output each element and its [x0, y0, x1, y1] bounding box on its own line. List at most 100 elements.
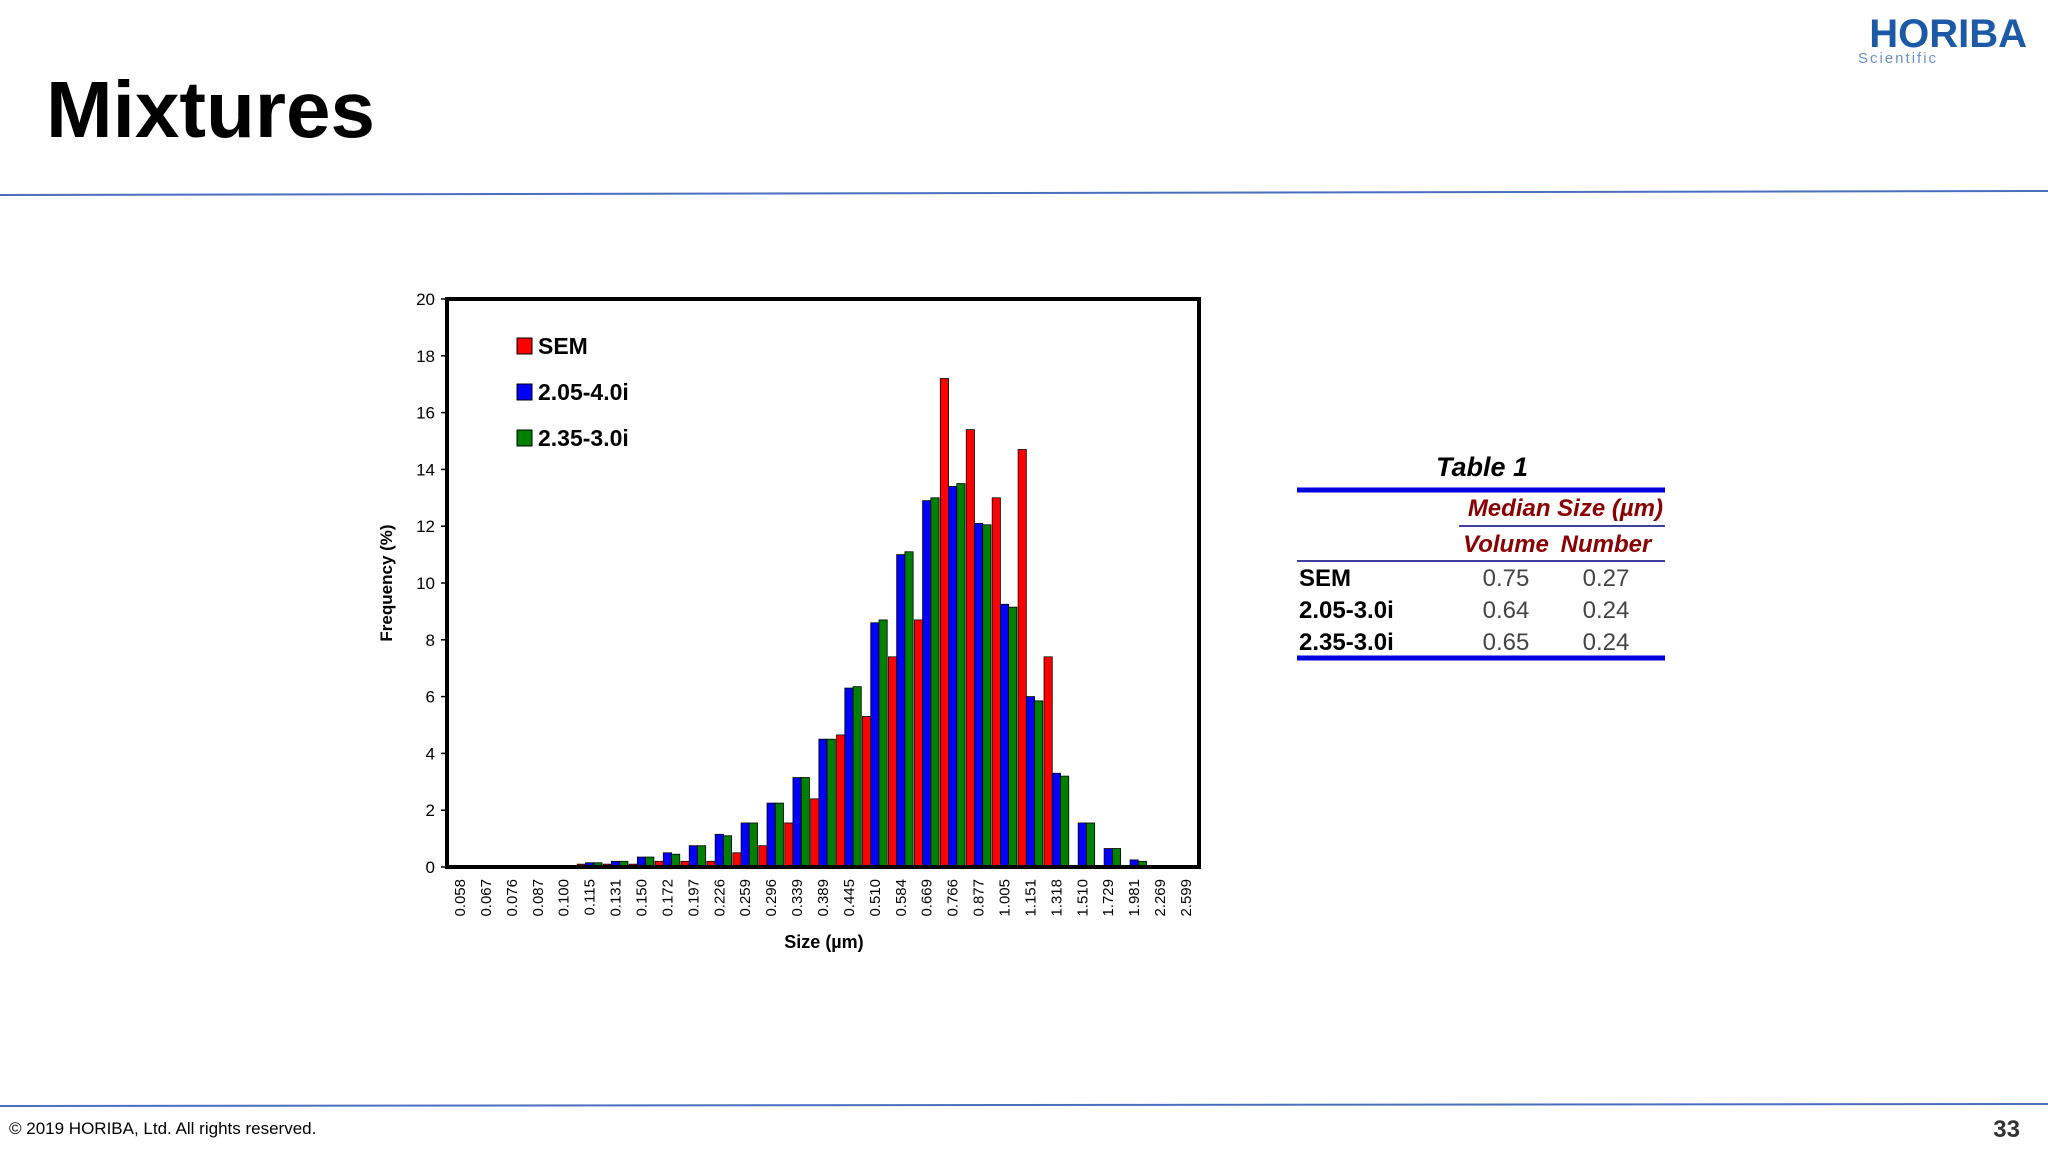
bar — [913, 619, 924, 868]
x-tick-label: 0.510 — [867, 879, 884, 917]
bar — [844, 687, 854, 868]
bar — [1060, 775, 1070, 868]
bar — [1043, 656, 1053, 868]
bar — [784, 822, 794, 868]
bar — [697, 845, 707, 868]
bar — [852, 686, 862, 868]
x-tick-label: 1.510 — [1074, 879, 1091, 917]
y-tick-label: 8 — [426, 631, 435, 650]
x-tick-label: 0.877 — [971, 879, 988, 917]
x-tick-label: 0.076 — [504, 879, 521, 917]
y-tick-label: 18 — [416, 347, 435, 366]
bar — [904, 551, 914, 868]
x-tick-label: 1.981 — [1126, 879, 1143, 917]
bar — [1008, 606, 1018, 868]
bar — [930, 497, 940, 868]
bar — [939, 378, 949, 868]
legend-swatch — [516, 429, 533, 447]
header-rule — [0, 190, 2048, 196]
y-axis-label: Frequency (%) — [377, 524, 396, 641]
x-tick-label: 0.584 — [893, 879, 910, 917]
y-tick-label: 16 — [416, 404, 435, 423]
x-tick-label: 1.005 — [997, 879, 1014, 917]
bar — [862, 716, 872, 868]
bar — [766, 802, 776, 868]
bar — [888, 656, 898, 868]
table-cell: 0.65 — [1483, 629, 1530, 656]
x-tick-label: 0.296 — [763, 879, 780, 917]
x-tick-label: 0.172 — [659, 879, 676, 917]
table-cell: 0.75 — [1483, 565, 1530, 592]
table-column-header: Volume — [1463, 531, 1549, 558]
bar — [965, 429, 975, 868]
x-tick-label: 0.115 — [582, 879, 599, 915]
page-number: 33 — [1993, 1116, 2020, 1143]
bar — [836, 734, 846, 868]
table-cell: 0.24 — [1583, 597, 1630, 624]
bar — [1051, 772, 1061, 868]
bar — [1025, 696, 1035, 868]
x-tick-label: 0.197 — [685, 879, 702, 917]
bar — [922, 500, 932, 868]
table-body: SEM 0.75 0.27 2.05-3.0i 0.64 0.24 2.35-3.0i 0.6… — [1299, 565, 1629, 656]
legend-label: 2.35-3.0i — [538, 425, 629, 451]
bar — [1077, 822, 1087, 868]
table-cell: 0.64 — [1483, 597, 1530, 624]
bar — [982, 524, 992, 868]
bar — [688, 845, 698, 868]
bar — [714, 833, 724, 868]
x-tick-label: 0.100 — [556, 879, 573, 917]
x-axis-label: Size (µm) — [784, 932, 863, 952]
bar — [826, 738, 836, 868]
y-tick-label: 4 — [426, 744, 435, 763]
bar — [1034, 700, 1044, 868]
bar — [948, 486, 958, 868]
x-tick-label: 0.669 — [919, 879, 936, 917]
table-row-label: SEM — [1299, 565, 1351, 592]
bar — [800, 777, 810, 868]
x-tick-label: 0.087 — [530, 879, 547, 917]
x-tick-label: 1.318 — [1048, 879, 1065, 917]
y-tick-label: 20 — [416, 290, 435, 309]
bar — [896, 554, 906, 868]
plot-frame — [445, 297, 1201, 869]
copyright: © 2019 HORIBA, Ltd. All rights reserved. — [9, 1119, 316, 1138]
bar — [1111, 848, 1121, 868]
y-tick-label: 10 — [416, 574, 435, 593]
logo: HORIBA — [1869, 12, 2027, 56]
legend-swatch — [516, 383, 533, 401]
bar — [956, 483, 966, 868]
bar — [774, 802, 784, 868]
bar — [748, 822, 758, 868]
footer-rule — [0, 1103, 2048, 1107]
bar — [740, 822, 750, 868]
y-tick-label: 6 — [426, 688, 435, 707]
table-title: Table 1 — [1436, 452, 1528, 482]
bar — [792, 777, 802, 868]
bar — [818, 738, 828, 868]
y-tick-label: 0 — [426, 858, 435, 877]
chart: Frequency (%) Size (µm) 0 2 4 6 8 10 12 14 16 18 2… — [377, 290, 1201, 952]
bar — [662, 852, 672, 868]
x-tick-label: 0.226 — [711, 879, 728, 917]
table-cell: 0.24 — [1583, 629, 1630, 656]
x-tick-label: 1.729 — [1100, 879, 1117, 917]
table-row-label: 2.35-3.0i — [1299, 629, 1394, 656]
x-tick-label: 0.389 — [815, 879, 832, 917]
x-tick-label: 0.131 — [608, 879, 625, 917]
bar — [732, 852, 742, 868]
bar — [991, 497, 1001, 868]
bar — [1017, 449, 1027, 868]
x-tick-label: 0.058 — [452, 879, 469, 917]
legend-label: SEM — [538, 333, 588, 359]
bar — [878, 619, 888, 868]
table-row-label: 2.05-3.0i — [1299, 597, 1394, 624]
x-tick-label: 0.339 — [789, 879, 806, 917]
bar — [758, 845, 768, 868]
x-tick-label: 1.151 — [1022, 879, 1039, 917]
bar — [810, 798, 820, 868]
x-tick-label: 0.067 — [478, 879, 495, 917]
bar — [722, 835, 733, 868]
